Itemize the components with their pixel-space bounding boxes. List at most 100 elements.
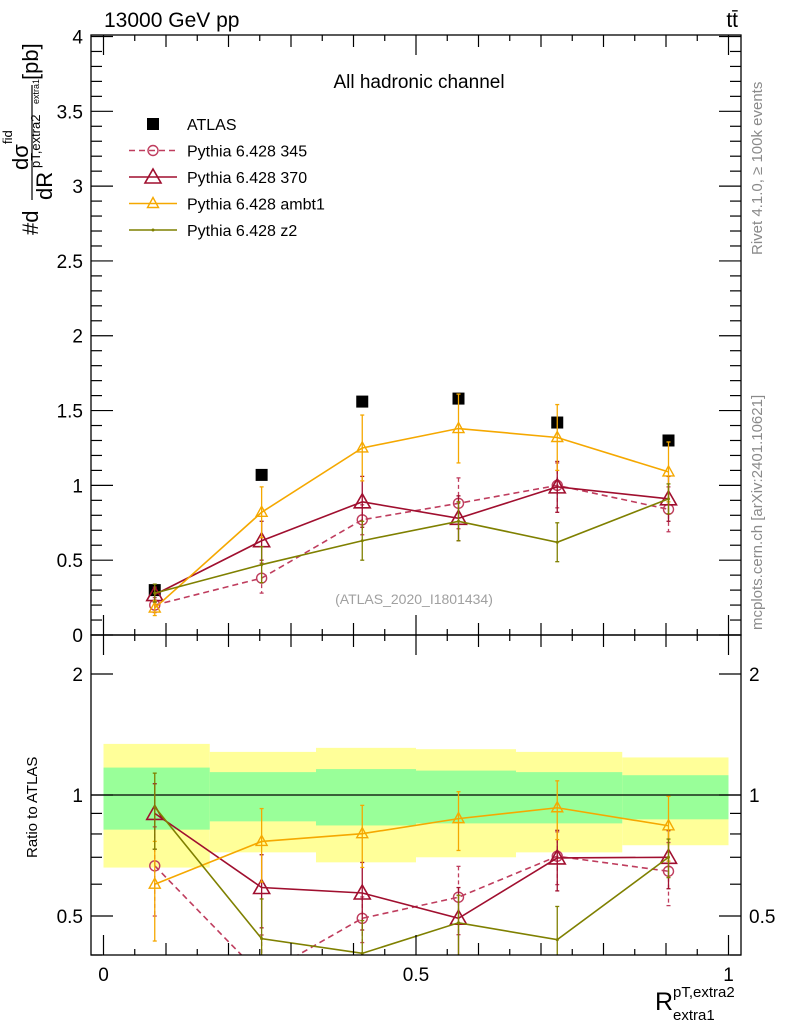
y-tick-label: 3: [72, 177, 83, 198]
data-point-dot: [260, 937, 264, 941]
series-pythia-6-428-ambt1: [148, 780, 676, 942]
x-axis-label: R pT,extra2 extra1: [655, 984, 735, 1024]
ratio-y-tick-label: 2: [72, 665, 83, 686]
x-label-sub: extra1: [673, 1007, 715, 1024]
data-point-circle: [257, 971, 267, 981]
data-point-square: [662, 434, 675, 447]
y-tick-label: 2: [72, 327, 83, 348]
data-point-dot: [555, 938, 559, 942]
data-point-triangle: [254, 834, 269, 847]
data-point-triangle: [451, 421, 466, 434]
ratio-series: [145, 772, 678, 981]
y-axis-label: #d dσ fid dR pT,extra2 extra1 [pb]: [0, 43, 57, 235]
data-point-dot: [457, 921, 460, 925]
data-point-dot: [153, 591, 157, 595]
y-tick-label: 0.5: [57, 551, 83, 572]
series-line: [154, 806, 669, 885]
data-point-triangle: [146, 196, 160, 209]
series-line: [154, 427, 669, 609]
legend-label: ATLAS: [187, 117, 237, 134]
data-point-triangle: [148, 876, 162, 889]
data-point-triangle: [547, 477, 567, 494]
stat-uncertainty-band: [209, 772, 316, 822]
y-label-prefix: #d: [18, 211, 43, 235]
ratio-y-tick-label-right: 1: [749, 786, 760, 807]
y-label-den-sub: pT,extra2: [28, 115, 43, 168]
legend-entry: Pythia 6.428 z2: [129, 223, 297, 240]
legend-entry: Pythia 6.428 345: [129, 144, 307, 161]
ratio-y-label: Ratio to ATLAS: [24, 757, 41, 858]
data-point-dot: [457, 519, 460, 523]
y-label-den: dR: [32, 172, 57, 200]
legend-entry: Pythia 6.428 ambt1: [129, 196, 325, 214]
ratio-panel-frame: [90, 634, 742, 956]
legend-label: Pythia 6.428 ambt1: [187, 197, 325, 214]
data-point-triangle: [550, 430, 564, 443]
series-line: [154, 812, 669, 920]
data-point-dot: [360, 951, 364, 955]
data-point-triangle: [355, 440, 369, 453]
mcplots-label: mcplots.cern.ch [arXiv:2401.10621]: [749, 395, 766, 630]
rivet-label: Rivet 4.1.0, ≥ 100k events: [749, 82, 766, 255]
data-point-triangle: [550, 800, 564, 813]
x-tick-label: 0: [98, 965, 109, 986]
legend-entry: Pythia 6.428 370: [129, 167, 307, 187]
data-point-square: [147, 118, 159, 130]
legend-entry: ATLAS: [147, 117, 237, 134]
data-point-triangle: [451, 811, 466, 824]
data-point-triangle: [661, 818, 676, 831]
data-point-triangle: [352, 883, 372, 900]
y-label-den-sub2: extra1: [31, 79, 41, 104]
series-pythia-6-428-z2: [152, 483, 671, 603]
data-point-triangle: [355, 826, 369, 839]
data-point-triangle: [661, 464, 676, 477]
data-point-triangle: [352, 492, 372, 509]
data-point-dot: [360, 539, 364, 543]
y-tick-label: 1.5: [57, 402, 83, 423]
x-tick-label: 1: [723, 965, 734, 986]
data-point-dot: [260, 563, 264, 567]
data-point-circle: [147, 144, 159, 157]
y-label-sup: fid: [0, 130, 15, 144]
x-tick-label: 0.5: [403, 965, 429, 986]
stat-uncertainty-band: [416, 770, 516, 824]
stat-uncertainty-band: [316, 769, 416, 826]
ratio-y-tick-label: 1: [72, 786, 83, 807]
stat-uncertainty-band: [103, 767, 210, 830]
data-point-triangle: [148, 600, 162, 613]
series-line: [154, 806, 669, 955]
data-point-dot: [667, 497, 670, 501]
y-tick-label: 0: [72, 626, 83, 647]
ratio-y-tick-label-right: 2: [749, 665, 760, 686]
data-point-dot: [153, 805, 157, 809]
legend-label: Pythia 6.428 370: [187, 170, 307, 187]
series-pythia-6-428-ambt1: [148, 393, 676, 617]
watermark: (ATLAS_2020_I1801434): [335, 591, 493, 607]
data-point-triangle: [143, 167, 163, 184]
data-point-triangle: [252, 877, 272, 895]
x-label-base: R: [655, 988, 673, 1016]
data-point-square: [356, 395, 369, 408]
data-point-square: [255, 468, 268, 481]
ratio-y-tick-label: 0.5: [57, 907, 83, 928]
process-label: tt̄: [726, 9, 738, 32]
stat-uncertainty-band: [622, 775, 729, 820]
y-label-num: dσ: [8, 144, 33, 170]
series-line: [154, 486, 669, 596]
chart-title: All hadronic channel: [333, 72, 504, 93]
x-label-sup: pT,extra2: [673, 984, 735, 1001]
y-tick-label: 1: [72, 476, 83, 497]
data-point-triangle: [254, 504, 269, 518]
series-pythia-6-428-z2: [152, 772, 671, 955]
axes: 0 0.5 1 1.5 2 2.5 3 3.5 4 0 0.5 1 0.5 0.5 1 1 2 2: [57, 27, 776, 986]
y-tick-label: 2.5: [57, 252, 83, 273]
data-point-dot: [667, 855, 670, 859]
data-point-dot: [555, 540, 559, 544]
legend-label: Pythia 6.428 z2: [187, 223, 297, 240]
data-point-dot: [151, 228, 155, 232]
y-tick-label: 4: [72, 27, 83, 48]
ratio-uncertainty-bands: [103, 743, 729, 868]
ratio-y-tick-label-right: 0.5: [749, 907, 775, 928]
series-pythia-6-428-370: [145, 460, 678, 603]
